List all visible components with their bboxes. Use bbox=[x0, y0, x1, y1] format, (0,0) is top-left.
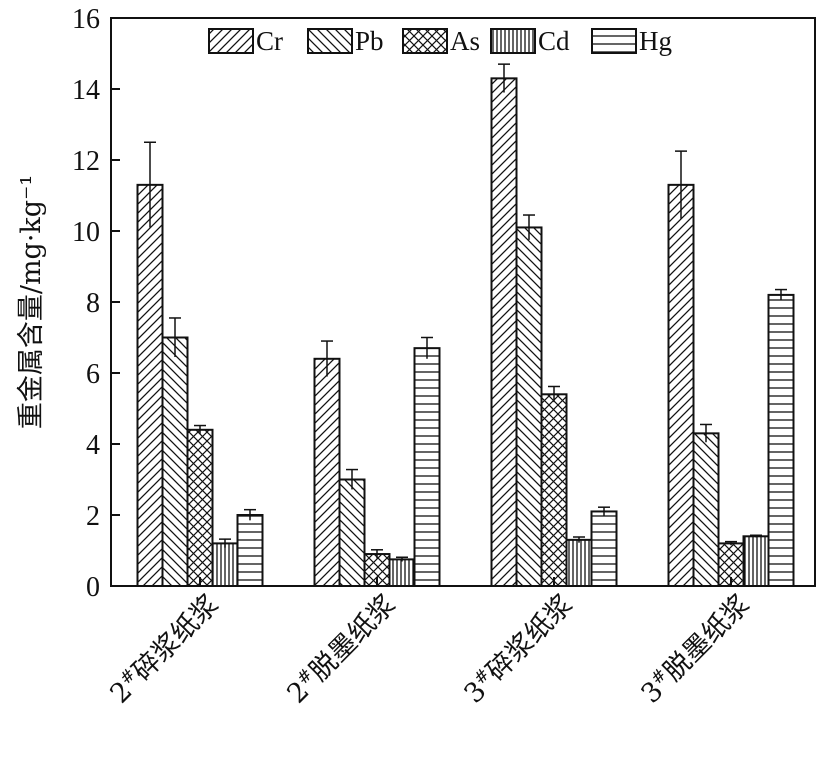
y-axis-label: 重金属含量/mg·kg⁻¹ bbox=[16, 175, 47, 429]
bar-as bbox=[540, 393, 568, 587]
bar-pb bbox=[161, 336, 189, 587]
legend-swatch-pb bbox=[307, 28, 353, 54]
bar-cr bbox=[667, 183, 695, 587]
y-tick-label: 16 bbox=[72, 4, 100, 35]
bar-as bbox=[186, 428, 214, 587]
x-category-label: 2#脱墨纸浆 bbox=[281, 588, 402, 709]
bar-pb bbox=[692, 432, 720, 587]
legend-swatch-as bbox=[402, 28, 448, 54]
y-tick-label: 8 bbox=[86, 288, 100, 319]
y-tick-label: 4 bbox=[86, 430, 100, 461]
y-tick-label: 6 bbox=[86, 359, 100, 390]
x-category-label: 3#碎浆纸浆 bbox=[458, 588, 579, 709]
bar-as bbox=[717, 542, 745, 588]
y-tick-label: 12 bbox=[72, 146, 100, 177]
legend-label-cr: Cr bbox=[256, 26, 283, 56]
bar-cr bbox=[490, 77, 518, 587]
bar-cd bbox=[388, 558, 416, 587]
bar-cd bbox=[211, 542, 239, 588]
y-tick-label: 0 bbox=[86, 572, 100, 603]
legend-label-pb: Pb bbox=[355, 26, 384, 56]
legend-label-as: As bbox=[450, 26, 480, 56]
y-tick-label: 10 bbox=[72, 217, 100, 248]
bar-as bbox=[363, 553, 391, 587]
bar-cr bbox=[313, 357, 341, 587]
bar-hg bbox=[590, 510, 618, 588]
y-tick-label: 2 bbox=[86, 501, 100, 532]
bar-hg bbox=[767, 293, 795, 587]
bar-pb bbox=[338, 478, 366, 587]
bar-cr bbox=[136, 183, 164, 587]
bar-cd bbox=[565, 538, 593, 587]
x-category-label: 3#脱墨纸浆 bbox=[635, 588, 756, 709]
bar-pb bbox=[515, 226, 543, 587]
legend-label-hg: Hg bbox=[639, 26, 672, 56]
bar-hg bbox=[413, 347, 441, 587]
legend-swatch-cd bbox=[490, 28, 536, 54]
x-category-label: 2#碎浆纸浆 bbox=[104, 588, 225, 709]
legend-swatch-hg bbox=[591, 28, 637, 54]
bar-hg bbox=[236, 514, 264, 587]
legend-swatch-cr bbox=[208, 28, 254, 54]
bar-cd bbox=[742, 535, 770, 587]
y-tick-label: 14 bbox=[72, 75, 100, 106]
legend-label-cd: Cd bbox=[538, 26, 570, 56]
